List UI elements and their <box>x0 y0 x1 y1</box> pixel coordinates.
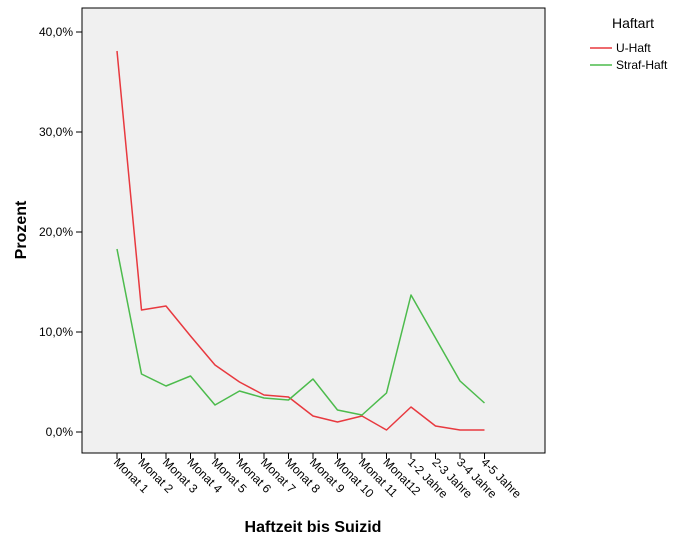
y-tick-label: 30,0% <box>39 125 73 139</box>
series-layer <box>116 50 486 431</box>
series-line-u-haft <box>116 50 485 431</box>
legend-label: Straf-Haft <box>616 58 668 72</box>
y-axis-title: Prozent <box>13 200 30 259</box>
legend-label: U-Haft <box>616 41 651 55</box>
y-tick-label: 10,0% <box>39 325 73 339</box>
plot-area <box>81 7 546 454</box>
y-tick-label: 0,0% <box>46 425 74 439</box>
legend: Haftart U-Haft Straf-Haft <box>590 15 668 72</box>
y-tick-label: 40,0% <box>39 25 73 39</box>
series-line-straf-haft <box>116 248 486 416</box>
y-axis: 0,0% 10,0% 20,0% 30,0% 40,0% <box>39 25 82 439</box>
x-axis-title: Haftzeit bis Suizid <box>245 519 382 536</box>
y-tick-label: 20,0% <box>39 225 73 239</box>
legend-title: Haftart <box>612 15 654 31</box>
